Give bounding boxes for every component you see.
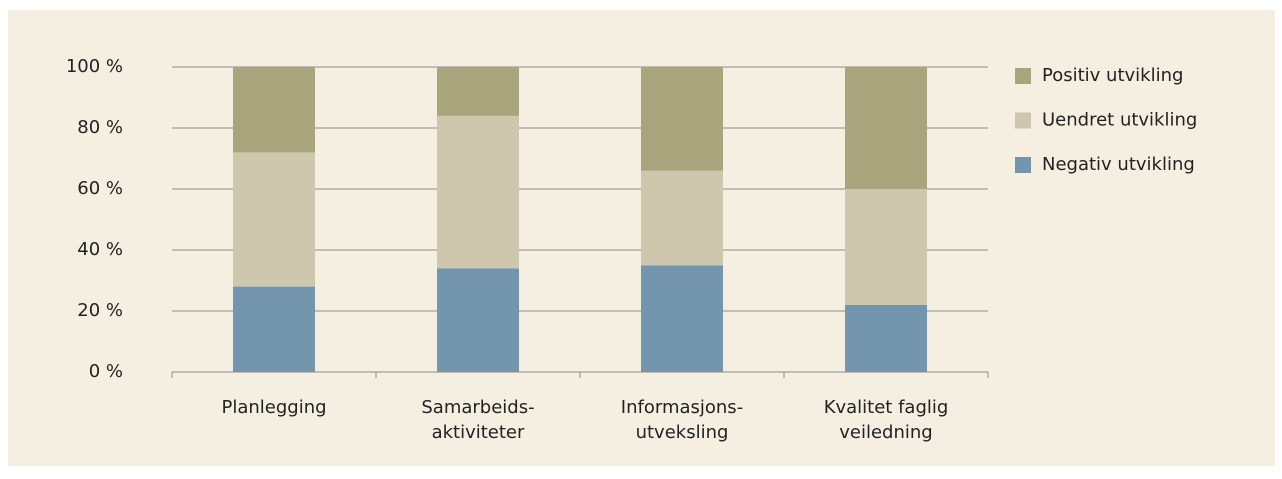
x-tick-label: Planlegging (221, 397, 326, 418)
bar-segment (233, 286, 315, 372)
bar-segment (845, 67, 927, 189)
legend-swatch (1015, 112, 1031, 129)
y-tick-label: 0 % (89, 361, 123, 382)
y-tick-label: 60 % (77, 178, 123, 199)
bar-segment (437, 67, 519, 116)
x-tick-label: Kvalitet faglig veiledning (824, 397, 949, 443)
legend-label: Uendret utvikling (1042, 110, 1197, 131)
bar-segment (641, 265, 723, 372)
y-tick-label: 100 % (66, 56, 123, 77)
legend-swatch (1015, 68, 1031, 84)
x-tick-label: Informasjons-utveksling (621, 397, 743, 443)
y-tick-label: 20 % (77, 300, 123, 321)
y-tick-label: 40 % (77, 239, 123, 260)
y-tick-label: 80 % (77, 117, 123, 138)
bar-segment (845, 189, 927, 305)
bar-segment (641, 170, 723, 266)
bar-segment (437, 268, 519, 372)
bar-segment (845, 304, 927, 372)
bar-segment (437, 115, 519, 269)
legend-label: Positiv utvikling (1042, 65, 1183, 86)
legend-label: Negativ utvikling (1042, 154, 1195, 175)
bar-segment (233, 67, 315, 153)
bar-segment (233, 152, 315, 287)
legend-swatch (1015, 157, 1031, 173)
bar-segment (641, 67, 723, 171)
x-tick-label: Samarbeids-aktiviteter (421, 397, 534, 443)
